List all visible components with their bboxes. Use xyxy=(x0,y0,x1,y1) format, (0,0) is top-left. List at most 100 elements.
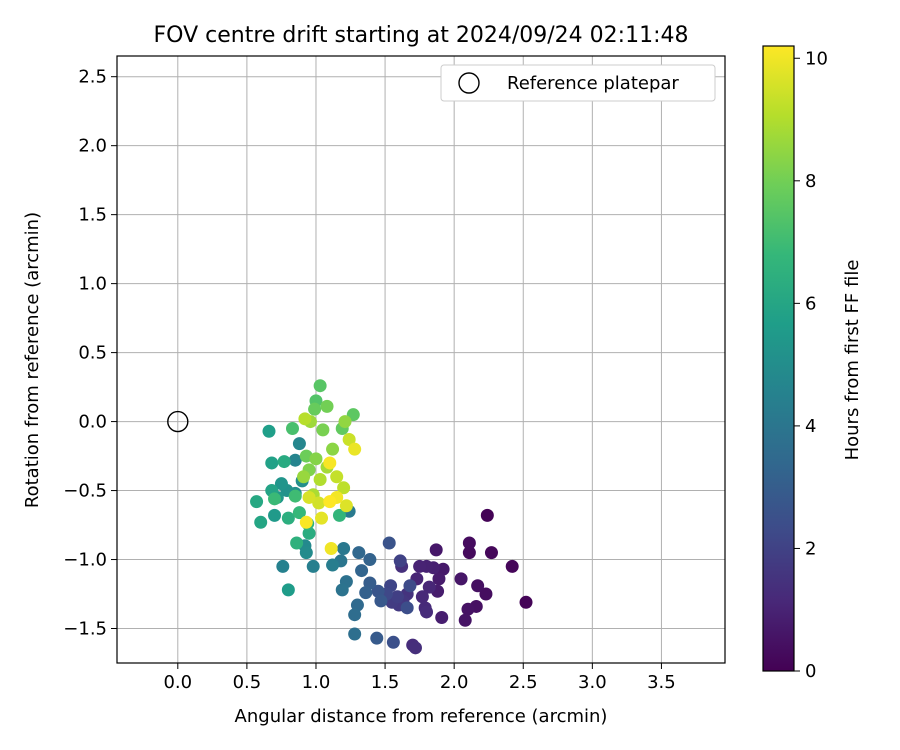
data-point xyxy=(374,594,388,608)
y-tick-label: 0.5 xyxy=(78,343,107,364)
reference-platepar-marker xyxy=(167,410,189,433)
data-point xyxy=(335,583,349,597)
data-point xyxy=(429,543,443,557)
data-point xyxy=(276,559,290,573)
x-tick-label: 2.0 xyxy=(440,672,469,693)
colorbar-tick-label: 10 xyxy=(805,48,828,69)
data-point xyxy=(292,437,306,451)
data-point xyxy=(363,553,377,567)
data-point xyxy=(298,412,312,426)
legend-box xyxy=(440,64,716,102)
data-point xyxy=(393,554,407,568)
data-point xyxy=(323,456,337,470)
chart-title: FOV centre drift starting at 2024/09/24 … xyxy=(154,23,689,48)
data-point xyxy=(324,541,338,555)
y-tick-label: 1.5 xyxy=(78,205,107,226)
data-point xyxy=(309,452,323,466)
data-point xyxy=(299,515,313,529)
data-point xyxy=(316,423,330,437)
colorbar-tick-label: 6 xyxy=(805,293,816,314)
data-point xyxy=(415,590,429,604)
data-point xyxy=(435,610,449,624)
legend-marker-icon xyxy=(458,72,480,94)
data-point xyxy=(274,477,288,491)
data-point xyxy=(420,605,434,619)
data-point xyxy=(458,613,472,627)
grid xyxy=(117,56,725,663)
data-point xyxy=(355,564,369,578)
x-tick-label: 2.5 xyxy=(509,672,538,693)
data-point xyxy=(323,495,337,509)
data-point xyxy=(312,496,326,510)
plot-frame xyxy=(116,55,726,664)
data-point xyxy=(308,402,322,416)
data-point xyxy=(480,508,494,522)
data-point xyxy=(290,536,304,550)
data-point xyxy=(352,546,366,560)
data-point xyxy=(339,499,353,513)
x-tick-label: 0.0 xyxy=(163,672,192,693)
legend: Reference platepar xyxy=(440,64,716,102)
data-point xyxy=(320,399,334,413)
colorbar-tick-label: 2 xyxy=(805,538,816,559)
data-point xyxy=(413,559,427,573)
data-point xyxy=(306,559,320,573)
data-point xyxy=(285,421,299,435)
data-point xyxy=(408,641,422,655)
data-point xyxy=(313,473,327,487)
data-point xyxy=(299,546,313,560)
x-tick-label: 3.0 xyxy=(578,672,607,693)
data-point xyxy=(461,602,475,616)
data-point xyxy=(484,546,498,560)
data-point xyxy=(332,508,346,522)
data-point xyxy=(391,590,405,604)
colorbar-tick-label: 8 xyxy=(805,171,816,192)
y-tick-label: 2.0 xyxy=(78,136,107,157)
legend-label: Reference platepar xyxy=(507,73,679,94)
colorbar-tick-label: 4 xyxy=(805,416,816,437)
data-point xyxy=(268,508,282,522)
y-tick-label: 2.5 xyxy=(78,67,107,88)
data-point xyxy=(292,506,306,520)
data-point xyxy=(462,546,476,560)
colorbar-frame xyxy=(762,45,795,672)
data-point xyxy=(479,587,493,601)
points xyxy=(250,379,533,655)
data-point xyxy=(462,536,476,550)
y-tick-label: 0.0 xyxy=(78,412,107,433)
x-tick-label: 3.5 xyxy=(647,672,676,693)
data-point xyxy=(337,481,351,495)
x-tick-label: 1.0 xyxy=(302,672,331,693)
colorbar-label: Hours from first FF file xyxy=(842,260,863,461)
data-point xyxy=(471,579,485,593)
data-point xyxy=(277,455,291,469)
y-tick-label: −1.5 xyxy=(63,619,107,640)
data-point xyxy=(265,456,279,470)
data-point xyxy=(315,511,329,525)
data-point xyxy=(348,608,362,622)
data-point xyxy=(519,595,533,609)
data-point xyxy=(386,635,400,649)
data-point xyxy=(281,583,295,597)
data-point xyxy=(281,511,295,525)
data-point xyxy=(262,424,276,438)
x-tick-label: 0.5 xyxy=(233,672,262,693)
data-point xyxy=(250,495,264,509)
data-point xyxy=(326,442,340,456)
data-point xyxy=(342,433,356,447)
data-point xyxy=(400,601,414,615)
data-point xyxy=(254,515,268,529)
x-axis-label: Angular distance from reference (arcmin) xyxy=(235,706,608,727)
y-axis: 2.5 2.0 1.5 1.0 0.5 0.0 −0.5 −1.0 −1.5 xyxy=(63,67,117,640)
data-point xyxy=(505,559,519,573)
data-point xyxy=(302,526,316,540)
data-point xyxy=(432,572,446,586)
data-point xyxy=(330,470,344,484)
data-point xyxy=(302,490,316,504)
y-tick-label: −1.0 xyxy=(63,550,107,571)
y-axis-label: Rotation from reference (arcmin) xyxy=(22,212,43,508)
data-point xyxy=(348,442,362,456)
data-point xyxy=(382,536,396,550)
x-tick-label: 1.5 xyxy=(371,672,400,693)
